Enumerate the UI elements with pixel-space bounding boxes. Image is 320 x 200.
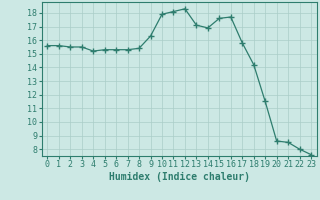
X-axis label: Humidex (Indice chaleur): Humidex (Indice chaleur) bbox=[109, 172, 250, 182]
